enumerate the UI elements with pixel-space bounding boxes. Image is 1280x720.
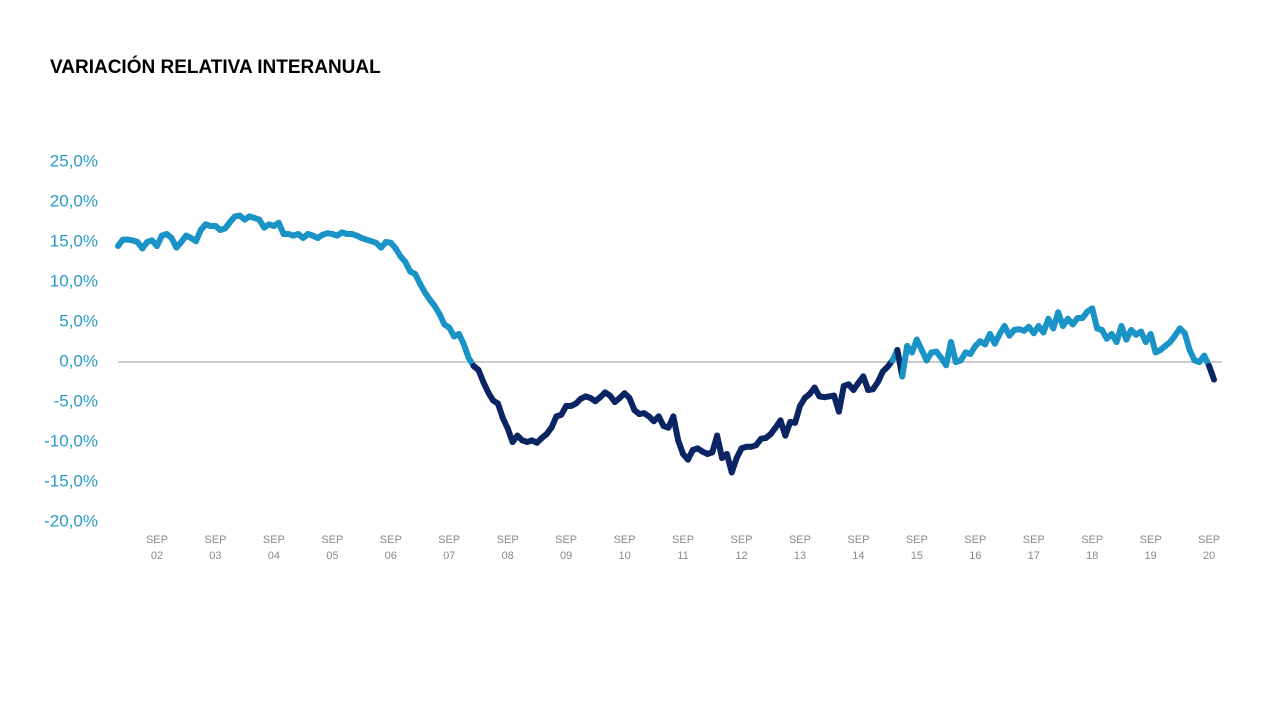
line-segment — [947, 339, 959, 365]
line-segment — [1089, 305, 1101, 332]
line-segment — [1147, 331, 1159, 356]
x-tick-label: SEP 07 — [438, 534, 461, 562]
x-tick-label: SEP 05 — [321, 534, 344, 562]
x-tick-label: SEP 17 — [1022, 534, 1045, 562]
chart-title: VARIACIÓN RELATIVA INTERANUAL — [50, 56, 381, 78]
x-tick-label: SEP 08 — [496, 534, 519, 562]
line-segment — [899, 343, 911, 380]
y-tick-label: -15,0% — [44, 471, 98, 490]
x-tick-label: SEP 14 — [847, 534, 870, 562]
x-tick-label: SEP 09 — [555, 534, 578, 562]
y-tick-label: 0,0% — [59, 351, 98, 370]
x-tick-label: SEP 03 — [204, 534, 227, 562]
x-tick-label: SEP 18 — [1081, 534, 1104, 562]
line-segment — [670, 413, 682, 444]
y-tick-label: -10,0% — [44, 431, 98, 450]
x-tick-label: SEP 12 — [730, 534, 753, 562]
x-tick-label: SEP 20 — [1198, 534, 1221, 562]
y-tick-label: 25,0% — [50, 151, 98, 170]
x-tick-label: SEP 02 — [145, 534, 168, 562]
line-segment — [714, 432, 726, 461]
y-tick-label: -5,0% — [54, 391, 98, 410]
x-tick-label: SEP 11 — [672, 534, 695, 562]
line-segment — [835, 383, 847, 415]
x-tick-label: SEP 15 — [905, 534, 928, 562]
y-tick-label: -20,0% — [44, 511, 98, 530]
line-segment — [1206, 363, 1217, 383]
y-tick-label: 5,0% — [59, 311, 98, 330]
x-tick-label: SEP 13 — [788, 534, 811, 562]
x-tick-label: SEP 06 — [379, 534, 402, 562]
x-tick-label: SEP 16 — [964, 534, 987, 562]
x-tick-label: SEP 19 — [1139, 534, 1162, 562]
y-tick-label: 15,0% — [50, 231, 98, 250]
y-tick-label: 20,0% — [50, 191, 98, 210]
y-tick-label: 10,0% — [50, 271, 98, 290]
x-tick-label: SEP 04 — [262, 534, 285, 562]
x-tick-label: SEP 10 — [613, 534, 636, 562]
